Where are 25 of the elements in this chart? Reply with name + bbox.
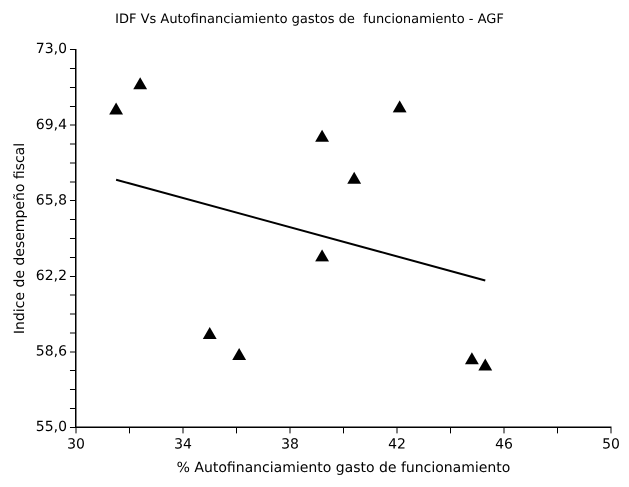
- x-axis-title: % Autofinanciamiento gasto de funcionamiento: [176, 460, 510, 476]
- point: [478, 359, 492, 371]
- point: [203, 328, 216, 340]
- point: [110, 102, 123, 114]
- x-tick-label: 38: [281, 436, 299, 452]
- x-tick-label: 42: [388, 436, 406, 452]
- y-tick-label: 58,6: [36, 343, 68, 360]
- y-tick-label: 62,2: [36, 268, 67, 284]
- point: [393, 100, 406, 112]
- point: [348, 172, 361, 184]
- x-tick-label: 30: [67, 436, 85, 452]
- point: [134, 78, 147, 90]
- x-tick-label: 50: [602, 436, 620, 452]
- y-axis-title: Indice de desempeño fiscal: [12, 142, 28, 334]
- point: [232, 348, 246, 360]
- point: [465, 352, 478, 364]
- y-tick-label: 73,0: [36, 41, 67, 58]
- y-tick-label: 69,4: [36, 116, 68, 133]
- y-tick-label: 65,8: [36, 192, 67, 208]
- chart-title: IDF Vs Autofinanciamiento gastos de funcionamiento - AGF: [115, 12, 504, 28]
- x-tick-label: 34: [174, 436, 192, 452]
- point: [316, 130, 329, 142]
- x-tick-label: 46: [495, 436, 513, 452]
- point: [316, 250, 329, 262]
- y-tick-label: 55,0: [36, 419, 67, 436]
